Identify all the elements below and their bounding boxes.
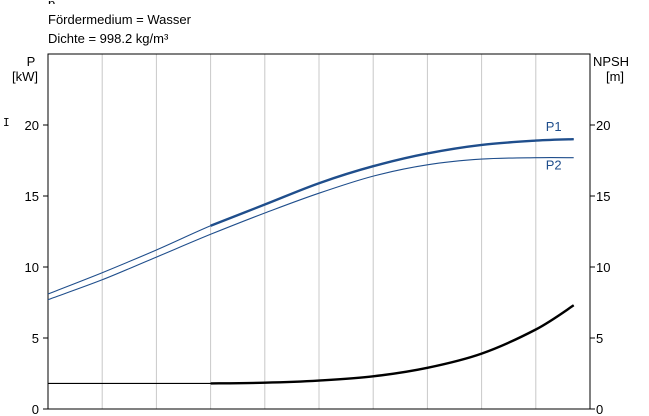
- right-axis: NPSH [m] 0 5 10 15 20: [590, 54, 629, 416]
- density-label: Dichte = 998.2 kg/m³: [48, 31, 169, 46]
- series-layer: P1 P2: [47, 119, 575, 385]
- right-axis-tick-label: 15: [596, 189, 610, 204]
- series-label-p1: P1: [546, 119, 562, 134]
- right-axis-title-unit: [m]: [606, 69, 624, 84]
- left-axis-tick-label: 0: [32, 402, 39, 416]
- left-axis-tick-label: 20: [25, 118, 39, 133]
- left-axis-tick-label: 10: [25, 260, 39, 275]
- medium-label: Fördermedium = Wasser: [48, 12, 191, 27]
- series-line-p2: [47, 157, 574, 301]
- series-operating-range-npsh: [210, 304, 575, 385]
- left-axis-tick-label: 15: [25, 189, 39, 204]
- right-axis-tick-label: 20: [596, 118, 610, 133]
- right-axis-title-symbol: NPSH: [593, 54, 629, 69]
- left-axis: P [kW] 0 5 10 15 20: [12, 54, 48, 416]
- left-axis-title-unit: [kW]: [12, 69, 38, 84]
- grid: [101, 54, 537, 409]
- cut-off-text: p: [48, 0, 191, 4]
- right-axis-tick-label: 5: [596, 331, 603, 346]
- left-axis-tick-label: 5: [32, 331, 39, 346]
- series-operating-range-p1: [210, 138, 574, 227]
- series-line-p1: [47, 138, 574, 295]
- chart-notes: p Fördermedium = Wasser Dichte = 998.2 k…: [48, 0, 191, 48]
- series-label-p2: P2: [546, 158, 562, 173]
- right-axis-tick-label: 10: [596, 260, 610, 275]
- series-line-npsh: [47, 304, 575, 385]
- left-axis-title-symbol: P: [27, 54, 36, 69]
- cursor-mark: I: [3, 116, 10, 129]
- right-axis-tick-label: 0: [596, 402, 603, 416]
- plot-frame: [47, 53, 591, 410]
